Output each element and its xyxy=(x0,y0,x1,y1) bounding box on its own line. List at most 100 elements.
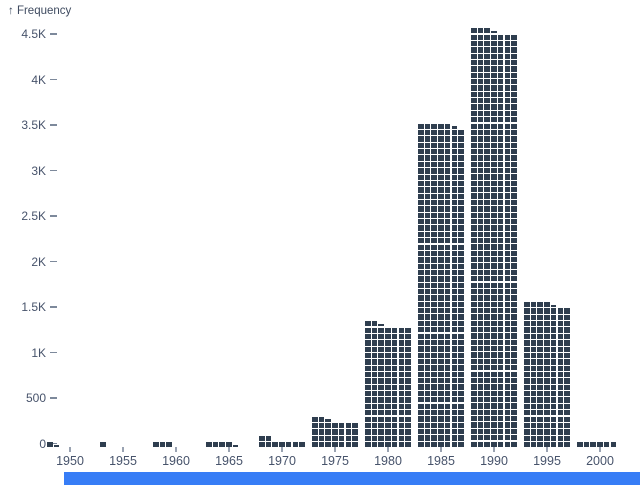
y-tick-label: 500 xyxy=(25,391,46,405)
y-tick-1K: 1K xyxy=(0,346,60,360)
waffle-cell xyxy=(491,117,497,123)
waffle-cell xyxy=(391,391,398,397)
waffle-cell xyxy=(491,346,497,352)
waffle-cell xyxy=(484,377,491,384)
waffle-cell xyxy=(491,225,497,231)
waffle-cell xyxy=(484,422,491,428)
waffle-cell xyxy=(511,59,517,66)
waffle-cell xyxy=(451,289,458,295)
waffle-cell xyxy=(484,34,491,40)
waffle-cell xyxy=(444,358,451,365)
waffle-row xyxy=(418,263,465,269)
waffle-cell xyxy=(378,378,385,384)
waffle-cell xyxy=(477,110,484,117)
waffle-cell xyxy=(497,416,504,422)
waffle-cell xyxy=(451,416,458,422)
waffle-row xyxy=(365,346,412,352)
waffle-cell xyxy=(418,250,424,257)
waffle-cell xyxy=(424,435,431,441)
waffle-cell xyxy=(471,129,477,136)
waffle-cell xyxy=(438,257,444,263)
waffle-cell xyxy=(332,435,338,442)
waffle-cell xyxy=(438,327,444,333)
waffle-cell xyxy=(444,308,451,314)
waffle-cell xyxy=(338,435,345,442)
waffle-row xyxy=(471,218,518,225)
waffle-cell xyxy=(477,396,484,403)
waffle-cell xyxy=(537,321,544,327)
waffle-cell xyxy=(511,333,517,339)
waffle-cell xyxy=(471,79,477,85)
waffle-cell xyxy=(312,423,318,429)
waffle-row xyxy=(471,225,518,231)
waffle-cell xyxy=(511,282,517,288)
waffle-cell xyxy=(511,129,517,136)
waffle-cell xyxy=(477,72,484,78)
waffle-cell xyxy=(365,359,371,365)
waffle-cell xyxy=(511,199,517,206)
waffle-cell xyxy=(477,314,484,320)
waffle-row xyxy=(418,276,465,282)
waffle-cell xyxy=(524,365,530,371)
waffle-cell xyxy=(471,174,477,180)
waffle-cell xyxy=(451,149,458,155)
waffle-cell xyxy=(511,231,517,237)
waffle-cell xyxy=(285,442,292,448)
waffle-row xyxy=(418,365,465,371)
waffle-partial-cell xyxy=(378,323,385,327)
waffle-cell xyxy=(451,244,458,250)
waffle-cell xyxy=(550,378,557,384)
waffle-row xyxy=(524,378,571,384)
waffle-cell xyxy=(477,276,484,282)
waffle-cell xyxy=(511,123,517,129)
waffle-cell xyxy=(511,47,517,53)
waffle-cell xyxy=(497,295,504,301)
waffle-row xyxy=(524,333,571,340)
waffle-cell xyxy=(378,384,385,391)
waffle-cell xyxy=(564,365,570,371)
waffle-cell xyxy=(438,219,444,225)
waffle-cell xyxy=(504,441,511,447)
waffle-cell xyxy=(491,396,497,403)
waffle-cell xyxy=(484,212,491,218)
waffle-cell xyxy=(491,34,497,40)
waffle-cell xyxy=(497,339,504,346)
waffle-cell xyxy=(477,269,484,276)
waffle-cell xyxy=(431,308,438,314)
waffle-cell xyxy=(418,409,424,416)
waffle-cell xyxy=(477,28,484,34)
waffle-cell xyxy=(471,47,477,53)
waffle-row xyxy=(418,269,465,276)
waffle-cell xyxy=(504,168,511,174)
waffle-cell xyxy=(491,409,497,415)
waffle-cell xyxy=(378,429,385,435)
waffle-row xyxy=(471,416,518,422)
waffle-cell xyxy=(451,180,458,187)
waffle-cell xyxy=(530,391,537,397)
waffle-cell xyxy=(477,238,484,244)
waffle-cell xyxy=(530,302,537,308)
waffle-cell xyxy=(418,231,424,238)
waffle-cell xyxy=(477,377,484,384)
waffle-cell xyxy=(491,250,497,257)
waffle-cell xyxy=(451,397,458,403)
waffle-cell xyxy=(444,238,451,244)
waffle-cell xyxy=(497,180,504,187)
waffle-cell xyxy=(451,358,458,365)
waffle-cell xyxy=(537,359,544,365)
waffle-cell xyxy=(352,442,358,448)
waffle-row xyxy=(524,352,571,359)
waffle-cell xyxy=(511,295,517,301)
waffle-cell xyxy=(511,276,517,282)
waffle-cell xyxy=(471,295,477,301)
waffle-row xyxy=(471,333,518,339)
waffle-cell xyxy=(471,377,477,384)
waffle-cell xyxy=(491,288,497,295)
horizontal-scrollbar-thumb[interactable] xyxy=(64,472,640,485)
waffle-cell xyxy=(451,282,458,288)
waffle-cell xyxy=(438,358,444,365)
waffle-cell xyxy=(524,359,530,365)
waffle-cell xyxy=(491,435,497,441)
waffle-cell xyxy=(504,199,511,206)
waffle-cell xyxy=(544,435,550,441)
